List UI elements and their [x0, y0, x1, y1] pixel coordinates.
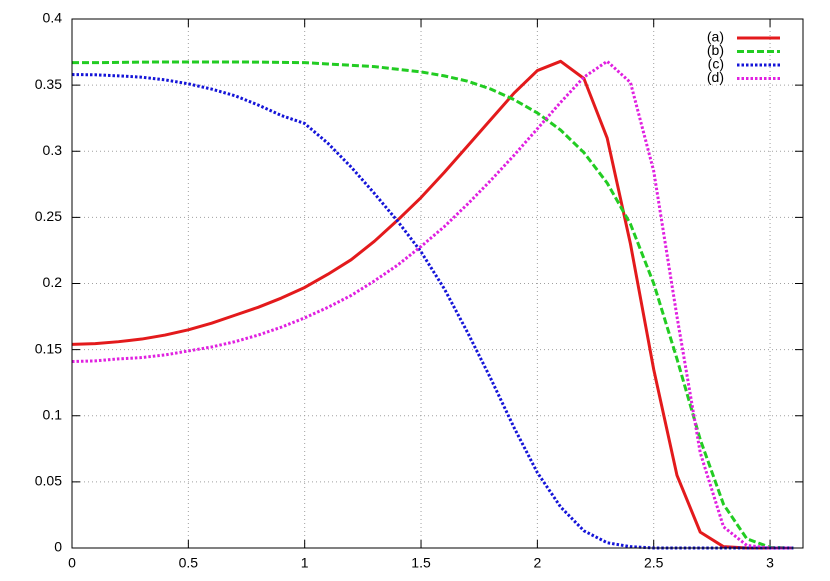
y-tick-label: 0.15	[35, 340, 62, 356]
legend-label: (a)	[707, 29, 724, 45]
line-series	[72, 60, 794, 550]
x-tick-label: 0.5	[179, 555, 199, 571]
line-series	[71, 73, 794, 550]
x-tick-label: 3	[766, 555, 774, 571]
plot-border	[71, 18, 804, 549]
y-tick-label: 0.05	[35, 473, 62, 489]
x-tick-label: 2	[533, 555, 541, 571]
legend-label: (b)	[707, 42, 724, 58]
x-tick-label: 0	[68, 555, 76, 571]
line-series	[71, 59, 794, 550]
y-tick-label: 0	[54, 539, 62, 555]
y-tick-label: 0.35	[35, 76, 62, 92]
legend-label: (d)	[707, 69, 724, 85]
y-tick-label: 0.1	[43, 406, 63, 422]
y-tick-label: 0.3	[43, 142, 63, 158]
y-tick-label: 0.25	[35, 208, 62, 224]
y-tick-label: 0.4	[43, 10, 63, 26]
x-tick-label: 1.5	[411, 555, 431, 571]
x-tick-label: 1	[301, 555, 309, 571]
legend-label: (c)	[708, 56, 724, 72]
line-series	[71, 59, 794, 550]
x-tick-label: 2.5	[644, 555, 664, 571]
y-tick-label: 0.2	[43, 274, 63, 290]
